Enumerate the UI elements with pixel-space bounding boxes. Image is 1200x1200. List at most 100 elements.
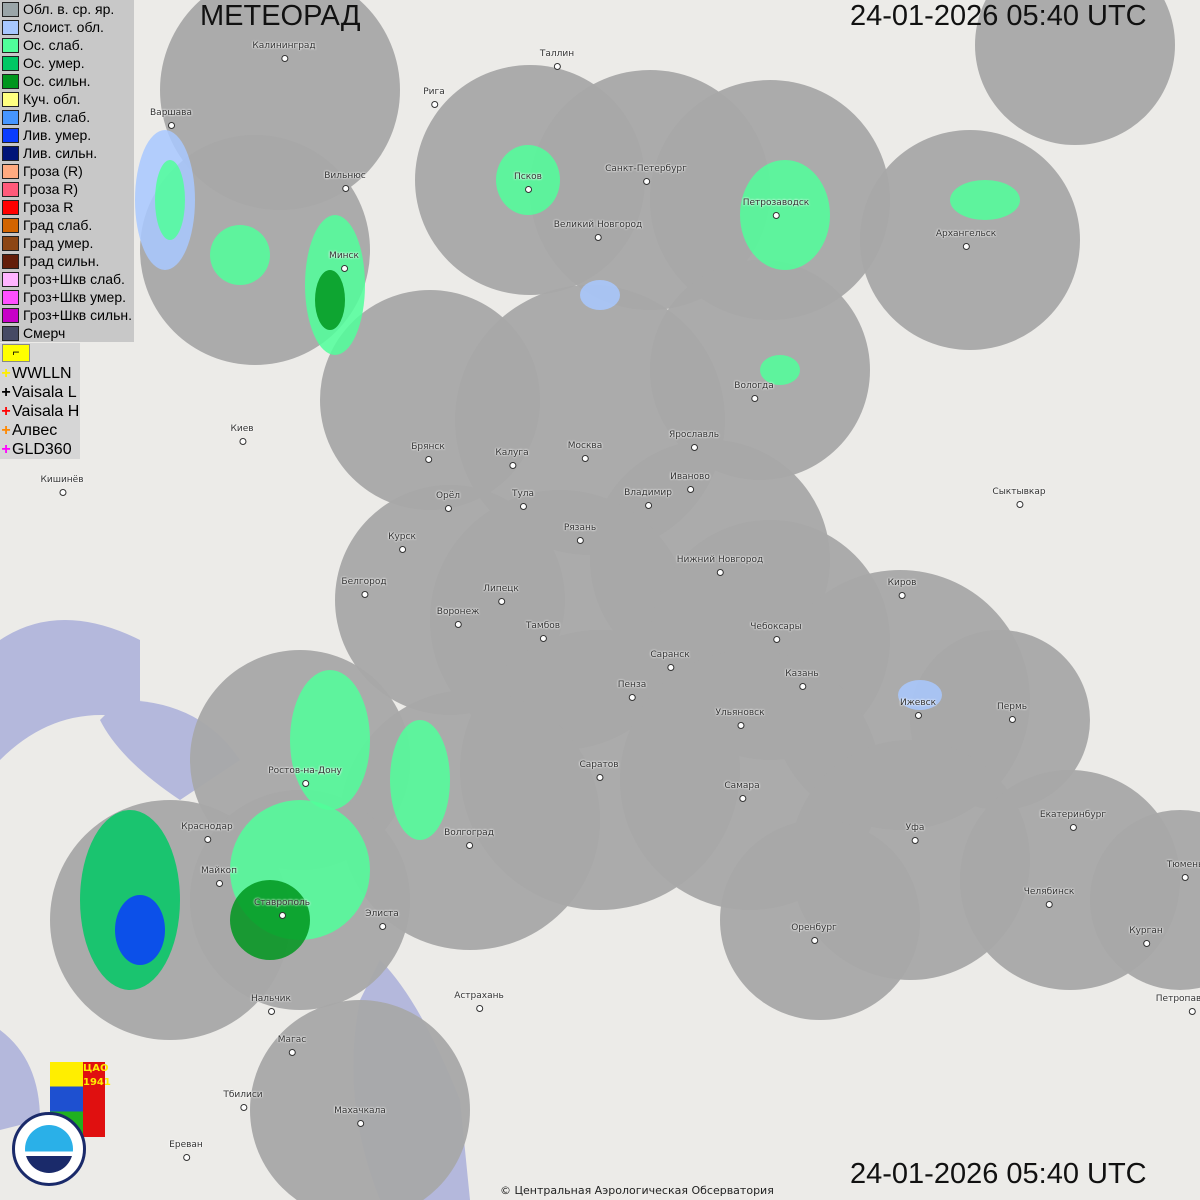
legend-label: Обл. в. ср. яр. (23, 1, 115, 17)
city-label: Псков (514, 172, 542, 193)
radar-circle (250, 1000, 470, 1200)
legend-label: Слоист. обл. (23, 19, 104, 35)
radar-circle (320, 290, 540, 510)
city-label: Челябинск (1023, 887, 1075, 908)
city-label: Саранск (650, 650, 690, 671)
legend-item: Град слаб. (0, 216, 134, 234)
city-label: Уфа (905, 823, 925, 844)
legend-item: Гроз+Шкв слаб. (0, 270, 134, 288)
legend-item: Град умер. (0, 234, 134, 252)
lightning-label: GLD360 (12, 440, 72, 458)
city-label: Ростов-на-Дону (268, 766, 342, 787)
legend-item: Куч. обл. (0, 90, 134, 108)
radar-circle (1090, 810, 1200, 990)
lightning-source[interactable]: + GLD360 (0, 440, 80, 459)
lightning-source[interactable]: + Vaisala H (0, 402, 80, 421)
city-label: Воронеж (436, 607, 480, 628)
flag-icon[interactable]: ⌐ (2, 344, 30, 362)
legend-label: Лив. умер. (23, 127, 92, 143)
city-label: Кишинёв (40, 475, 84, 496)
legend-label: Гроз+Шкв слаб. (23, 271, 125, 287)
lightning-cross-icon: + (1, 402, 11, 420)
precip-echo (496, 145, 560, 215)
city-label: Саратов (579, 760, 619, 781)
city-label: Элиста (365, 909, 399, 930)
radar-circle (720, 820, 920, 1020)
legend-swatch (2, 55, 19, 71)
city-label: Пенза (617, 680, 647, 701)
city-label: Нижний Новгород (676, 555, 764, 576)
city-label: Рига (423, 87, 445, 108)
city-label: Киев (230, 424, 254, 445)
legend-label: Град умер. (23, 235, 94, 251)
legend-item: Гроза R) (0, 180, 134, 198)
legend-swatch (2, 181, 19, 197)
city-label: Магас (277, 1035, 307, 1056)
legend-swatch (2, 145, 19, 161)
lightning-source[interactable]: + Vaisala L (0, 383, 80, 402)
city-label: Пермь (996, 702, 1028, 723)
legend-swatch (2, 73, 19, 89)
city-label: Майкоп (201, 866, 237, 887)
city-label: Калининград (252, 41, 316, 62)
city-label: Орёл (435, 491, 461, 512)
city-label: Киров (887, 578, 917, 599)
legend-item: Смерч (0, 324, 134, 342)
radar-circle (860, 130, 1080, 350)
legend-item: Слоист. обл. (0, 18, 134, 36)
legend-item: Гроза (R) (0, 162, 134, 180)
legend-item: Лив. сильн. (0, 144, 134, 162)
legend-swatch (2, 109, 19, 125)
lightning-label: Vaisala L (12, 383, 77, 401)
city-label: Самара (724, 781, 760, 802)
precip-echo (290, 670, 370, 810)
city-label: Таллин (539, 49, 575, 70)
city-label: Белгород (341, 577, 387, 598)
city-label: Архангельск (935, 229, 997, 250)
precip-echo (315, 270, 345, 330)
legend-item: Гроз+Шкв умер. (0, 288, 134, 306)
legend-item: Ос. слаб. (0, 36, 134, 54)
lightning-source[interactable]: + Алвес (0, 421, 80, 440)
legend-label: Смерч (23, 325, 66, 341)
legend-label: Град сильн. (23, 253, 100, 269)
city-label: Петропавловск (1156, 994, 1200, 1015)
city-label: Астрахань (454, 991, 504, 1012)
legend-swatch (2, 37, 19, 53)
city-label: Владимир (624, 488, 672, 509)
datetime-bottom: 24-01-2026 05:40 UTC (850, 1158, 1147, 1190)
legend-swatch (2, 271, 19, 287)
precip-echo (740, 160, 830, 270)
city-label: Казань (785, 669, 819, 690)
city-label: Краснодар (181, 822, 233, 843)
city-label: Вологда (734, 381, 774, 402)
lightning-label: WWLLN (12, 364, 72, 382)
legend-label: Лив. сильн. (23, 145, 98, 161)
precipitation-legend: Обл. в. ср. яр. Слоист. обл. Ос. слаб. Ос. … (0, 0, 134, 342)
precip-echo (210, 225, 270, 285)
lightning-legend: ⌐ + WWLLN + Vaisala L + Vaisala H + Алвес + GLD36… (0, 343, 80, 459)
city-label: Санкт-Петербург (605, 164, 687, 185)
city-label: Оренбург (791, 923, 837, 944)
legend-item: Лив. слаб. (0, 108, 134, 126)
legend-swatch (2, 163, 19, 179)
legend-label: Лив. слаб. (23, 109, 91, 125)
precip-echo (115, 895, 165, 965)
city-label: Ставрополь (253, 898, 311, 919)
lightning-cross-icon: + (1, 383, 11, 401)
legend-label: Гроз+Шкв умер. (23, 289, 127, 305)
product-title: МЕТЕОРАД (200, 0, 361, 32)
lightning-cross-icon: + (1, 364, 11, 382)
city-label: Великий Новгород (553, 220, 643, 241)
legend-item: Ос. умер. (0, 54, 134, 72)
city-label: Рязань (563, 523, 597, 544)
legend-swatch (2, 325, 19, 341)
lightning-cross-icon: + (1, 440, 11, 458)
lightning-source[interactable]: + WWLLN (0, 364, 80, 383)
legend-label: Гроза (R) (23, 163, 83, 179)
city-label: Ярославль (668, 430, 720, 451)
city-label: Тюмень (1167, 860, 1200, 881)
precip-echo (760, 355, 800, 385)
city-label: Ереван (169, 1140, 203, 1161)
